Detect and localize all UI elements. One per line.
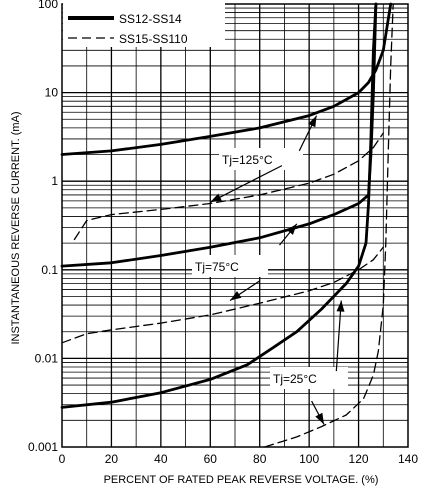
- series-solid-125c: [60, 2, 393, 156]
- annotation-tj-125: Tj=125°C: [222, 153, 273, 167]
- annotation-bg-25: [270, 367, 348, 389]
- annotation-arrowhead: [315, 412, 324, 425]
- y-tick-label: 0.1: [41, 263, 58, 277]
- legend-label-ss12-ss14: SS12-SS14: [119, 12, 182, 26]
- x-tick-labels: 0 20 40 60 80 100 120 140: [59, 452, 419, 466]
- legend-box: [63, 3, 225, 47]
- series-group: [60, 2, 394, 448]
- y-tick-label: 0.001: [28, 440, 58, 454]
- x-axis-title: PERCENT OF RATED PEAK REVERSE VOLTAGE. (…: [104, 474, 379, 486]
- x-tick-label: 0: [59, 452, 66, 466]
- series-dashed-75c: [61, 246, 384, 344]
- annotation-arrowhead: [308, 115, 317, 128]
- annotation-arrowhead: [230, 291, 242, 301]
- y-tick-labels: 0.001 0.01 0.1 1 10 100: [28, 0, 58, 454]
- annotation-bg-125: [219, 148, 303, 170]
- y-tick-label: 0.01: [35, 351, 59, 365]
- annotation-tj-25: Tj=25°C: [273, 372, 317, 386]
- x-tick-label: 140: [398, 452, 418, 466]
- x-tick-label: 20: [105, 452, 119, 466]
- y-axis-title: INSTANTANEOUS REVERSE CURRENT. (mA): [10, 111, 22, 344]
- annotations: Tj=125°C Tj=75°C Tj=25°C: [192, 115, 348, 425]
- annotation-tj-75: Tj=75°C: [195, 260, 239, 274]
- series-solid-25c: [60, 2, 378, 409]
- y-tick-label: 1: [51, 174, 58, 188]
- legend-label-ss15-ss110: SS15-SS110: [119, 32, 188, 46]
- grid-major: [62, 4, 408, 447]
- x-tick-label: 60: [204, 452, 218, 466]
- grid-minor: [62, 4, 408, 447]
- annotation-arrowhead: [286, 223, 297, 235]
- series-dashed-125c: [73, 132, 384, 241]
- x-tick-label: 120: [349, 452, 369, 466]
- x-tick-label: 100: [299, 452, 319, 466]
- annotation-arrowhead: [210, 193, 222, 203]
- annotation-arrowhead: [336, 300, 345, 312]
- plot-frame: [61, 3, 409, 448]
- legend: SS12-SS14 SS15-SS110: [63, 3, 225, 47]
- x-tick-label: 80: [253, 452, 267, 466]
- annotation-arrow-line: [210, 165, 283, 203]
- x-tick-label: 40: [154, 452, 168, 466]
- series-dashed-25c: [264, 3, 394, 448]
- annotation-arrows: [210, 115, 345, 425]
- y-tick-label: 10: [45, 86, 59, 100]
- y-tick-label: 100: [38, 0, 58, 11]
- annotation-bg-75: [192, 255, 268, 277]
- annotation-arrow-line: [335, 300, 342, 372]
